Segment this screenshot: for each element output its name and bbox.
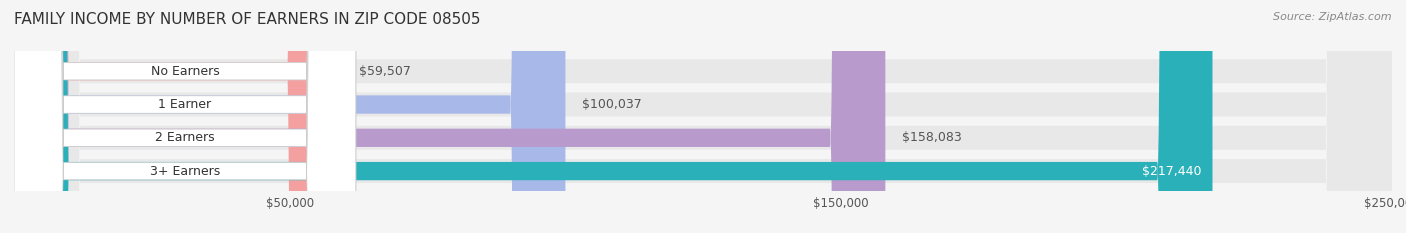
Text: $59,507: $59,507 — [359, 65, 411, 78]
FancyBboxPatch shape — [14, 0, 1392, 233]
Text: No Earners: No Earners — [150, 65, 219, 78]
Text: $217,440: $217,440 — [1142, 164, 1202, 178]
FancyBboxPatch shape — [14, 0, 1392, 233]
Text: $158,083: $158,083 — [901, 131, 962, 144]
Text: 1 Earner: 1 Earner — [159, 98, 211, 111]
FancyBboxPatch shape — [14, 0, 1212, 233]
FancyBboxPatch shape — [14, 0, 356, 233]
FancyBboxPatch shape — [14, 0, 565, 233]
FancyBboxPatch shape — [14, 0, 1392, 233]
FancyBboxPatch shape — [14, 0, 356, 233]
Text: FAMILY INCOME BY NUMBER OF EARNERS IN ZIP CODE 08505: FAMILY INCOME BY NUMBER OF EARNERS IN ZI… — [14, 12, 481, 27]
FancyBboxPatch shape — [14, 0, 1392, 233]
FancyBboxPatch shape — [14, 0, 886, 233]
FancyBboxPatch shape — [14, 0, 342, 233]
Text: Source: ZipAtlas.com: Source: ZipAtlas.com — [1274, 12, 1392, 22]
Text: $100,037: $100,037 — [582, 98, 641, 111]
FancyBboxPatch shape — [14, 0, 356, 233]
Text: 2 Earners: 2 Earners — [155, 131, 215, 144]
FancyBboxPatch shape — [14, 0, 356, 233]
Text: 3+ Earners: 3+ Earners — [150, 164, 221, 178]
